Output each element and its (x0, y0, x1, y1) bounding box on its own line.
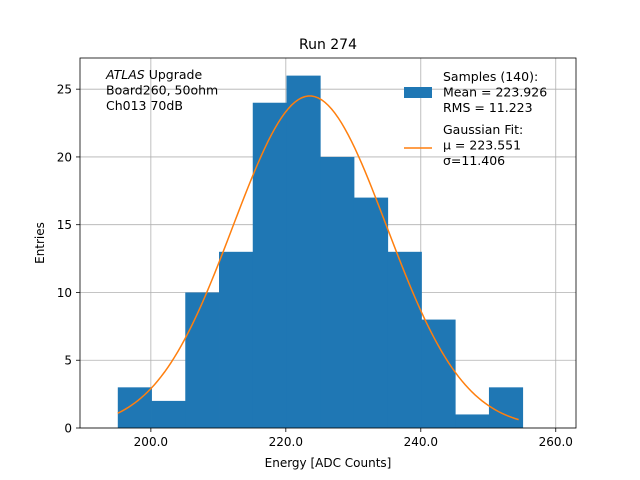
x-tick-label: 240.0 (404, 435, 438, 449)
histogram-bar (185, 292, 220, 428)
legend-fit-line: Gaussian Fit: (443, 122, 523, 137)
histogram-bar (455, 414, 490, 428)
histogram-bar (219, 251, 254, 428)
annotation-box: ATLAS Upgrade Board260, 50ohm Ch013 70dB (105, 67, 218, 113)
x-axis-ticks: 200.0 220.0 240.0 260.0 (134, 428, 573, 449)
x-tick-label: 260.0 (539, 435, 573, 449)
y-tick-label: 25 (57, 83, 72, 97)
x-tick-label: 200.0 (134, 435, 168, 449)
x-tick-label: 220.0 (269, 435, 303, 449)
y-axis-label: Entries (33, 222, 47, 264)
y-tick-label: 15 (57, 218, 72, 232)
annotation-text: Upgrade (145, 67, 203, 82)
y-tick-label: 0 (64, 422, 72, 436)
gaussian-fit-curve (117, 95, 519, 421)
annotation-text: Ch013 70dB (106, 98, 183, 113)
histogram-bar (151, 400, 186, 428)
plot-frame (79, 57, 577, 429)
histogram-bar (353, 197, 389, 428)
annotation-text: Board260, 50ohm (106, 83, 218, 98)
legend-patch-samples (404, 87, 432, 98)
annotation-line: Ch013 70dB (106, 98, 183, 113)
x-axis-label: Energy [ADC Counts] (265, 456, 392, 470)
legend-samples-line: RMS = 11.223 (443, 100, 533, 115)
histogram-bars (117, 75, 524, 428)
legend-samples-line: Samples (140): (443, 69, 538, 84)
histogram-bar (421, 319, 456, 428)
y-tick-label: 5 (64, 354, 72, 368)
annotation-line: Board260, 50ohm (106, 83, 218, 98)
histogram-bar (320, 156, 355, 428)
legend-fit-line: σ=11.406 (443, 153, 505, 168)
histogram-bar (488, 387, 524, 428)
annotation-italic: ATLAS (105, 67, 145, 82)
histogram-bar (286, 75, 321, 428)
y-axis-ticks: 0 5 10 15 20 25 (57, 83, 80, 436)
chart-title: Run 274 (299, 37, 357, 53)
legend-fit-line: μ = 223.551 (443, 138, 521, 153)
y-tick-label: 20 (57, 150, 72, 164)
histogram-bar (387, 251, 422, 428)
annotation-line: ATLAS Upgrade (105, 67, 202, 82)
histogram-bar (252, 102, 287, 428)
legend: Samples (140): Mean = 223.926 RMS = 11.2… (404, 69, 547, 168)
legend-samples-line: Mean = 223.926 (443, 85, 547, 100)
y-tick-label: 10 (57, 286, 72, 300)
